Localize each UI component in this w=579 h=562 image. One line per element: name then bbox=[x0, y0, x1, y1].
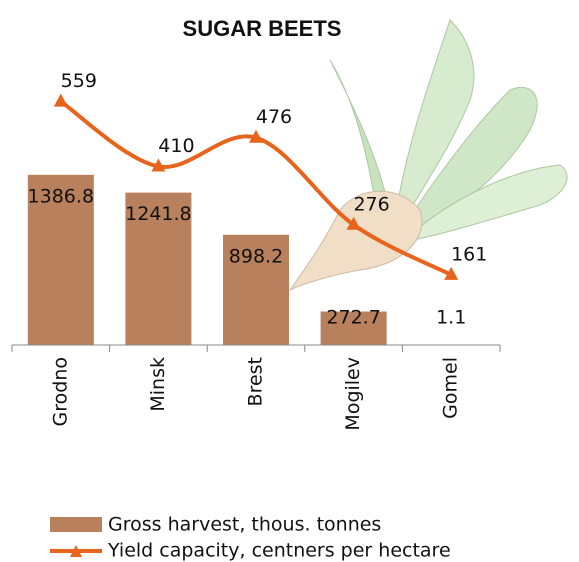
beet-illustration bbox=[288, 19, 568, 292]
x-tick-label: Grodno bbox=[49, 357, 71, 426]
line-marker bbox=[346, 216, 361, 230]
data-label: 276 bbox=[353, 193, 389, 215]
chart-title: SUGAR BEETS bbox=[183, 16, 342, 41]
data-label: 272.7 bbox=[326, 307, 380, 329]
legend-label: Yield capacity, centners per hectare bbox=[107, 540, 451, 562]
line-marker bbox=[444, 266, 459, 280]
bar bbox=[320, 311, 387, 345]
data-label: 1.1 bbox=[436, 307, 466, 329]
bar bbox=[27, 174, 94, 345]
data-label: 410 bbox=[158, 135, 194, 157]
data-label: 1241.8 bbox=[125, 203, 191, 225]
data-label: 161 bbox=[451, 243, 487, 265]
data-label: 898.2 bbox=[229, 245, 283, 267]
x-tick-label: Mogilev bbox=[342, 357, 364, 431]
legend-label: Gross harvest, thous. tonnes bbox=[108, 514, 381, 536]
data-label: 476 bbox=[256, 106, 292, 128]
data-label: 559 bbox=[61, 70, 97, 92]
x-tick-label: Gomel bbox=[440, 357, 462, 419]
line-marker bbox=[249, 129, 263, 143]
data-label: 1386.8 bbox=[28, 185, 94, 207]
x-tick-label: Minsk bbox=[147, 357, 169, 412]
bar bbox=[223, 234, 289, 345]
bar bbox=[125, 192, 192, 345]
x-tick-label: Brest bbox=[245, 357, 267, 406]
line-marker bbox=[53, 93, 68, 107]
line-marker bbox=[151, 158, 166, 172]
legend-marker bbox=[70, 545, 82, 557]
legend-swatch bbox=[50, 517, 102, 532]
